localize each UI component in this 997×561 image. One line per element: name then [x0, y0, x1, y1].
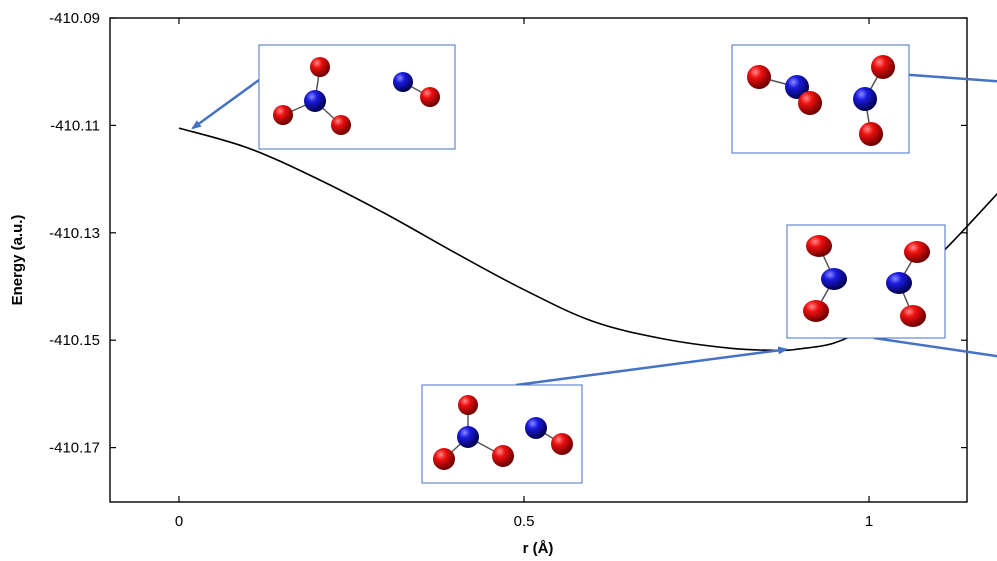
y-axis-title: Energy (a.u.)	[9, 215, 26, 306]
oxygen-atom	[433, 448, 455, 470]
annotation-arrow	[873, 336, 997, 358]
annotation-arrow	[191, 78, 260, 130]
oxygen-atom	[747, 65, 771, 89]
x-tick-label: 0.5	[514, 513, 535, 530]
reactant-structure-inset	[258, 44, 456, 150]
nitrogen-atom	[304, 90, 326, 112]
oxygen-atom	[803, 300, 829, 322]
oxygen-atom	[492, 445, 514, 467]
oxygen-atom	[806, 235, 832, 257]
x-tick-label: 1	[865, 513, 873, 530]
plot-frame	[109, 17, 968, 503]
oxygen-atom	[273, 105, 293, 125]
minimum-structure-inset	[421, 384, 583, 484]
nitrogen-atom	[886, 272, 912, 294]
x-axis-title: r (Å)	[523, 540, 554, 557]
annotation-arrow	[515, 346, 789, 387]
oxygen-atom	[310, 57, 330, 77]
y-tick-label: -410.13	[49, 225, 100, 242]
y-tick-label: -410.09	[49, 10, 100, 27]
nitrogen-atom	[393, 72, 413, 92]
product-structure-inset	[786, 224, 946, 339]
axis-ticks: 00.511.52-410.09-410.11-410.13-410.15-41…	[49, 10, 967, 530]
oxygen-atom	[904, 241, 930, 263]
y-tick-label: -410.15	[49, 332, 100, 349]
y-tick-label: -410.17	[49, 440, 100, 457]
oxygen-atom	[859, 122, 883, 146]
x-tick-label: 0	[175, 513, 183, 530]
oxygen-atom	[331, 115, 351, 135]
oxygen-atom	[798, 91, 822, 115]
oxygen-atom	[420, 87, 440, 107]
oxygen-atom	[900, 305, 926, 327]
nitrogen-atom	[821, 268, 847, 290]
oxygen-atom	[551, 433, 573, 455]
nitrogen-atom	[525, 417, 547, 439]
y-tick-label: -410.11	[50, 117, 100, 134]
nitrogen-atom	[457, 426, 479, 448]
nitrogen-atom	[785, 75, 809, 99]
transition-state-inset	[731, 44, 910, 154]
oxygen-atom	[458, 395, 478, 415]
oxygen-atom	[871, 55, 895, 79]
nitrogen-atom	[853, 87, 877, 111]
